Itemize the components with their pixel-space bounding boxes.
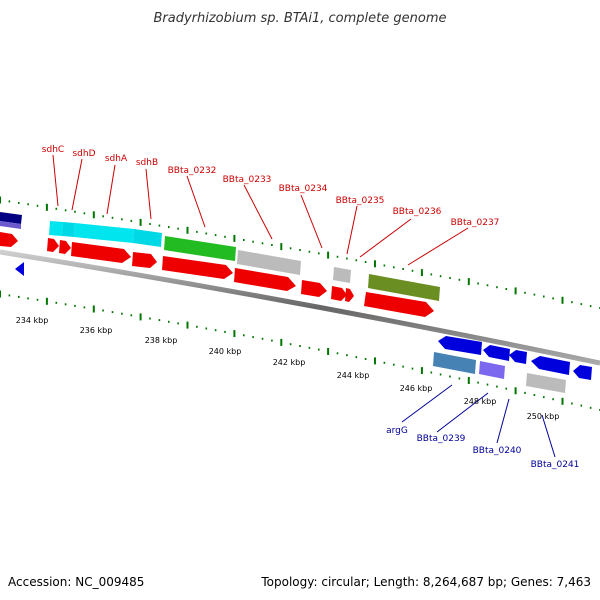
label-BBta_0241[interactable]: BBta_0241 xyxy=(531,460,580,470)
label-BBta_0232[interactable]: BBta_0232 xyxy=(168,166,217,176)
gene-red-arrow-5[interactable] xyxy=(132,252,157,268)
gene-BBta_0237-olive[interactable] xyxy=(368,274,440,301)
outer-tick-ring xyxy=(0,196,600,309)
gene-left-navy[interactable] xyxy=(0,212,22,224)
gene-red-arrow-4[interactable] xyxy=(71,242,131,263)
label-BBta_0239[interactable]: BBta_0239 xyxy=(417,434,466,444)
scale-labels: 234 kbp 236 kbp 238 kbp 240 kbp 242 kbp … xyxy=(16,316,560,421)
accession-text: Accession: NC_009485 xyxy=(8,575,144,589)
scale-label-242: 242 kbp xyxy=(273,358,306,367)
gene-labels-bottom: argG BBta_0239 BBta_0240 BBta_0241 xyxy=(386,426,579,470)
label-sdhD[interactable]: sdhD xyxy=(72,149,95,159)
scale-label-244: 244 kbp xyxy=(337,371,370,380)
feature-track-top-lower xyxy=(0,232,434,317)
label-BBta_0240[interactable]: BBta_0240 xyxy=(473,446,522,456)
genome-backbone xyxy=(0,249,600,366)
gene-red-arrow-9[interactable] xyxy=(331,286,347,301)
gene-argG-steelblue[interactable] xyxy=(433,352,476,374)
gene-blue-arrow-3[interactable] xyxy=(509,350,527,364)
feature-track-bottom-upper xyxy=(15,262,592,380)
gene-red-arrow-2[interactable] xyxy=(47,238,59,252)
gene-red-arrow-1[interactable] xyxy=(0,232,18,247)
scale-label-238: 238 kbp xyxy=(145,336,178,345)
map-title: Bradyrhizobium sp. BTAi1, complete genom… xyxy=(153,11,446,26)
gene-blue-arrow-2[interactable] xyxy=(483,345,510,361)
gene-sdhC-cyan[interactable] xyxy=(49,221,63,236)
label-BBta_0235[interactable]: BBta_0235 xyxy=(336,196,385,206)
gene-BBta_0232-green[interactable] xyxy=(164,236,236,261)
gene-blue-arrow-1[interactable] xyxy=(438,336,482,355)
label-BBta_0236[interactable]: BBta_0236 xyxy=(393,207,442,217)
gene-red-arrow-10[interactable] xyxy=(345,288,354,302)
label-sdhC[interactable]: sdhC xyxy=(42,145,64,155)
gene-blue-arrow-4[interactable] xyxy=(531,356,570,375)
label-BBta_0234[interactable]: BBta_0234 xyxy=(279,184,328,194)
label-argG[interactable]: argG xyxy=(386,426,408,436)
scale-label-234: 234 kbp xyxy=(16,316,49,325)
gene-left-purple[interactable] xyxy=(0,221,21,229)
gene-labels-top: sdhC sdhD sdhA sdhB BBta_0232 BBta_0233 … xyxy=(42,145,500,228)
gene-red-arrow-6[interactable] xyxy=(162,256,233,279)
gene-BBta_0235-gray[interactable] xyxy=(333,267,351,283)
label-sdhA[interactable]: sdhA xyxy=(105,154,128,164)
feature-track-bottom-lower xyxy=(433,352,566,393)
gene-BBta_0241-gray[interactable] xyxy=(526,373,566,393)
scale-label-250: 250 kbp xyxy=(527,412,560,421)
gene-red-arrow-11[interactable] xyxy=(364,292,434,317)
label-sdhB[interactable]: sdhB xyxy=(136,158,158,168)
scale-label-246: 246 kbp xyxy=(400,384,433,393)
scale-label-248: 248 kbp xyxy=(464,397,497,406)
callout-lines-top xyxy=(52,154,469,266)
gene-sdhA-cyan[interactable] xyxy=(74,223,134,243)
gene-red-arrow-3[interactable] xyxy=(59,240,71,254)
label-BBta_0237[interactable]: BBta_0237 xyxy=(451,218,500,228)
gene-BBta_0233-gray[interactable] xyxy=(237,250,301,275)
gene-blue-small-left[interactable] xyxy=(15,262,24,276)
feature-track-top-upper xyxy=(0,212,440,301)
gene-sdhB-cyan[interactable] xyxy=(133,229,162,247)
gene-BBta_0239-purple[interactable] xyxy=(479,361,505,379)
gene-red-arrow-8[interactable] xyxy=(301,280,327,297)
scale-label-240: 240 kbp xyxy=(209,347,242,356)
genome-stats-text: Topology: circular; Length: 8,264,687 bp… xyxy=(260,575,591,589)
gene-sdhD-cyan[interactable] xyxy=(62,222,75,237)
gene-red-arrow-7[interactable] xyxy=(234,268,296,291)
gene-blue-arrow-5[interactable] xyxy=(573,365,592,380)
scale-tick-ring xyxy=(0,290,600,411)
label-BBta_0233[interactable]: BBta_0233 xyxy=(223,175,272,185)
callout-lines-bottom xyxy=(401,384,556,458)
scale-label-236: 236 kbp xyxy=(80,326,113,335)
